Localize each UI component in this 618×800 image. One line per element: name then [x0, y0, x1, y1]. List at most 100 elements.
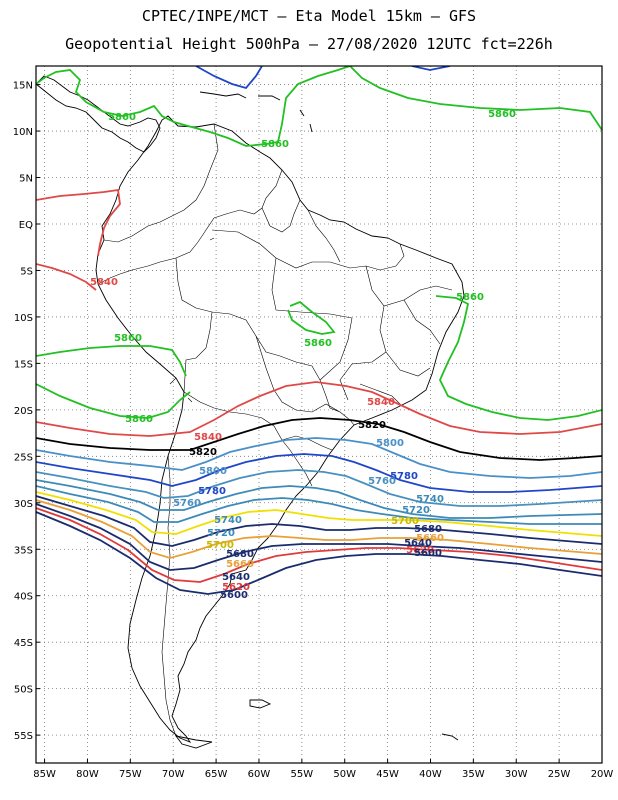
contour-label-5840: 5840	[367, 397, 395, 408]
contour-5600	[36, 511, 602, 595]
graticule	[36, 66, 602, 763]
plot-frame	[35, 65, 603, 764]
contour-5640	[36, 503, 602, 571]
lat-tick-label: 25S	[14, 452, 33, 463]
contour-label-5760: 5760	[368, 476, 396, 487]
lon-tick-label: 70W	[162, 769, 185, 780]
lon-tick-label: 75W	[119, 769, 142, 780]
contour-label-5840: 5840	[194, 432, 222, 443]
lat-tick-label: 15N	[13, 81, 33, 92]
contour-label-5860: 5860	[488, 109, 516, 120]
contour-5860-atlantic	[349, 66, 602, 131]
contour-label-5700: 5700	[206, 540, 234, 551]
contour-label-5860: 5860	[261, 139, 289, 150]
contour-label-5720: 5720	[402, 505, 430, 516]
lat-tick-label: 20S	[14, 406, 33, 417]
axis-ticks: 15N 10N 5N EQ 5S 10S 15S 20S 25S 30S 35S 40S 45S 50S 5…	[13, 81, 614, 780]
contour-label-5780: 5780	[198, 486, 226, 497]
lon-tick-label: 50W	[333, 769, 356, 780]
contour-label-5860: 5860	[456, 292, 484, 303]
contour-5700	[36, 491, 602, 537]
contour-5860-pacific-20s	[36, 383, 191, 419]
contour-5660	[36, 499, 602, 559]
south-america-coastline	[95, 115, 465, 743]
contour-label-5740: 5740	[214, 515, 242, 526]
contour-label-5680: 5680	[226, 549, 254, 560]
contour-5820	[36, 417, 602, 461]
contour-label-5860: 5860	[125, 414, 153, 425]
contour-5880-north	[411, 66, 451, 71]
lat-tick-label: 10N	[13, 127, 33, 138]
falkland-islands	[249, 699, 272, 709]
contour-label-5820: 5820	[358, 420, 386, 431]
contour-label-5860: 5860	[108, 112, 136, 123]
contour-label-5780: 5780	[390, 471, 418, 482]
lat-tick-label: 55S	[14, 731, 33, 742]
contour-label-5800: 5800	[199, 466, 227, 477]
contour-label-5860: 5860	[304, 338, 332, 349]
title-line-2: Geopotential Height 500hPa – 27/08/2020 …	[65, 35, 553, 53]
contour-5760	[36, 469, 602, 507]
contour-5680	[36, 495, 602, 547]
contour-5860-brazil-east	[435, 295, 602, 421]
contour-5860-pacific-15s	[36, 345, 187, 377]
lon-tick-label: 40W	[419, 769, 442, 780]
contour-5860-brazil-loop	[287, 300, 336, 335]
lat-tick-label: 30S	[14, 499, 33, 510]
contour-label-5720: 5720	[207, 528, 235, 539]
lat-tick-label: 10S	[14, 313, 33, 324]
lon-tick-label: 60W	[248, 769, 271, 780]
lat-tick-label: 50S	[14, 685, 33, 696]
contour-5620	[36, 507, 602, 583]
plot-area	[36, 66, 602, 763]
tierra-del-fuego	[174, 735, 213, 749]
lat-tick-label: 5S	[20, 266, 33, 277]
contour-label-5760: 5760	[173, 498, 201, 509]
contour-5720	[36, 485, 602, 525]
contour-5840-peru	[36, 263, 97, 291]
lat-tick-label: 15S	[14, 359, 33, 370]
contour-label-5660: 5660	[226, 559, 254, 570]
contour-label-5600: 5600	[220, 590, 248, 601]
lon-tick-label: 85W	[33, 769, 56, 780]
caribbean-islands	[199, 91, 313, 133]
lat-tick-label: 5N	[19, 174, 33, 185]
lon-tick-label: 45W	[376, 769, 399, 780]
contour-label-5700: 5700	[391, 516, 419, 527]
south-georgia	[441, 733, 459, 741]
title-line-1: CPTEC/INPE/MCT – Eta Model 15km – GFS	[142, 7, 476, 25]
contour-label-5640: 5640	[404, 538, 432, 549]
contour-5880	[195, 66, 263, 90]
contour-label-5740: 5740	[416, 494, 444, 505]
lat-tick-label: EQ	[19, 220, 33, 231]
lat-tick-label: 45S	[14, 638, 33, 649]
lon-tick-label: 20W	[591, 769, 614, 780]
lon-tick-label: 65W	[205, 769, 228, 780]
lon-tick-label: 30W	[505, 769, 528, 780]
contour-label-5640: 5640	[222, 572, 250, 583]
contour-5860-central-america	[36, 66, 351, 147]
contour-label-5860: 5860	[114, 333, 142, 344]
geopotential-contours	[36, 66, 602, 595]
lon-tick-label: 25W	[548, 769, 571, 780]
contour-label-5800: 5800	[376, 438, 404, 449]
contour-5840-west	[36, 188, 121, 257]
contour-label-5840: 5840	[90, 277, 118, 288]
contour-label-5620: 5620	[406, 545, 434, 556]
contour-labels: 5860 5860 5860 5860 5860 5860 5860 5840 5840 5840…	[90, 109, 516, 601]
lat-tick-label: 40S	[14, 592, 33, 603]
lon-tick-label: 80W	[76, 769, 99, 780]
contour-label-5620: 5620	[222, 582, 250, 593]
contour-label-5680: 5680	[414, 524, 442, 535]
lon-tick-label: 35W	[462, 769, 485, 780]
lon-tick-label: 55W	[291, 769, 314, 780]
contour-label-5600: 5600	[414, 548, 442, 559]
contour-5800	[36, 437, 602, 479]
lat-tick-label: 35S	[14, 545, 33, 556]
contour-5840	[36, 381, 602, 437]
contour-5780	[36, 453, 602, 493]
contour-5740	[36, 479, 602, 519]
contour-label-5660: 5660	[416, 533, 444, 544]
contour-label-5820: 5820	[189, 447, 217, 458]
